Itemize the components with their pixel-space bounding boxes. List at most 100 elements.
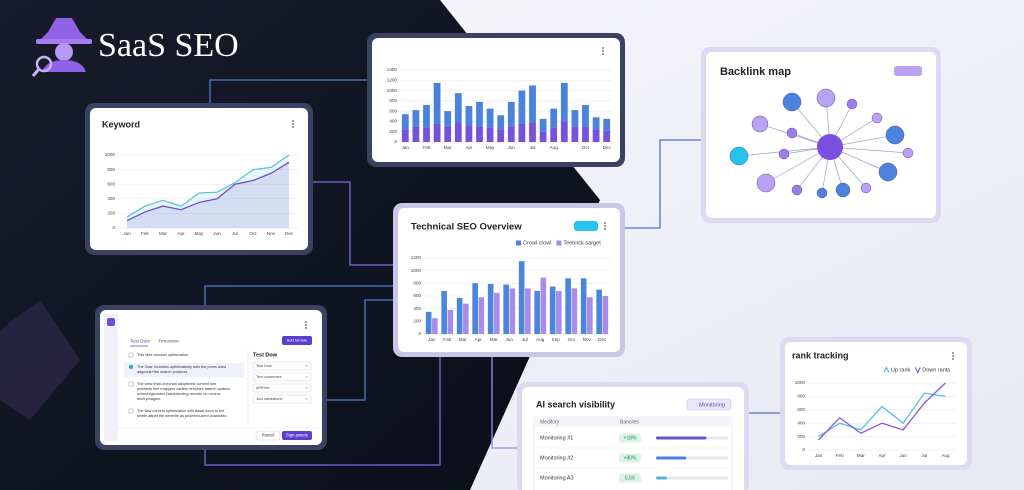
bar-segment bbox=[401, 114, 409, 130]
x-tick-label: Jul bbox=[530, 145, 536, 150]
action-button[interactable] bbox=[255, 430, 281, 441]
task-text: The siew testo chechan adoptinest coment… bbox=[137, 382, 216, 386]
bar-segment bbox=[476, 126, 483, 142]
network-node bbox=[751, 115, 769, 133]
action-button[interactable] bbox=[282, 431, 312, 440]
y-tick-label: 1400 bbox=[387, 67, 398, 72]
bar-segment bbox=[444, 111, 452, 127]
y-tick-label: 400 bbox=[389, 119, 397, 124]
y-tick-label: 800 bbox=[107, 167, 115, 172]
checkbox[interactable] bbox=[128, 381, 134, 387]
y-tick-label: 1200 bbox=[387, 78, 398, 83]
bar-segment bbox=[486, 127, 494, 142]
checkbox[interactable] bbox=[128, 352, 134, 358]
x-tick-label: Dec bbox=[598, 337, 607, 342]
bar bbox=[534, 290, 540, 334]
bar bbox=[478, 297, 485, 334]
chevron bbox=[304, 397, 309, 400]
legend-arrow bbox=[883, 366, 890, 373]
y-tick-label: 200 bbox=[413, 319, 421, 324]
bar bbox=[503, 284, 509, 334]
tab[interactable]: Test Dow bbox=[130, 338, 150, 344]
bar bbox=[596, 289, 602, 334]
y-tick-label: 600 bbox=[797, 407, 805, 412]
checkbox[interactable] bbox=[128, 408, 134, 414]
bar-segment bbox=[582, 126, 589, 142]
x-tick-label: Jul bbox=[232, 231, 238, 236]
row-name: Monitoring #2 bbox=[540, 455, 573, 461]
bar-segment bbox=[550, 127, 558, 142]
bar-segment bbox=[412, 110, 420, 127]
radio bbox=[128, 364, 134, 370]
chevron bbox=[304, 386, 309, 389]
bar-segment bbox=[560, 121, 568, 142]
area bbox=[127, 162, 289, 228]
bar-segment bbox=[433, 82, 441, 124]
select-field[interactable] bbox=[252, 394, 312, 404]
bar-segment bbox=[518, 90, 526, 124]
network-node bbox=[846, 98, 858, 110]
chevron bbox=[304, 375, 309, 378]
x-tick-label: Mar bbox=[857, 453, 865, 458]
monitor-badge[interactable] bbox=[686, 398, 732, 411]
x-tick-label: Feb bbox=[141, 231, 149, 236]
tab[interactable]: Trmoview bbox=[158, 338, 179, 344]
bar bbox=[425, 311, 432, 334]
x-tick-label: Oct bbox=[582, 145, 590, 150]
field-label: APIFine bbox=[256, 386, 270, 390]
progress-track bbox=[656, 476, 728, 480]
y-tick-label: 800 bbox=[413, 281, 421, 286]
x-tick-label: Aug bbox=[550, 145, 559, 150]
badge-text: Monitoring bbox=[699, 402, 725, 408]
line bbox=[818, 392, 946, 438]
bar-segment bbox=[560, 82, 568, 122]
x-tick-label: Aug bbox=[536, 337, 545, 342]
change-text: +80% bbox=[624, 455, 637, 461]
bar bbox=[525, 288, 531, 334]
bar bbox=[494, 292, 500, 334]
select-field[interactable] bbox=[252, 361, 312, 371]
y-tick-label: 600 bbox=[413, 293, 421, 298]
y-tick-label: 400 bbox=[413, 306, 421, 311]
y-tick-label: 0 bbox=[112, 225, 115, 230]
bar-segment bbox=[423, 104, 430, 128]
menu-dots[interactable] bbox=[292, 47, 954, 360]
x-tick-label: Apr bbox=[465, 145, 473, 150]
bar-segment bbox=[401, 129, 409, 142]
network-node bbox=[902, 147, 914, 159]
x-tick-label: Jan bbox=[428, 337, 436, 342]
y-tick-label: 0 bbox=[418, 331, 421, 336]
network-node bbox=[885, 125, 905, 145]
select-field[interactable] bbox=[252, 383, 312, 393]
bar-segment bbox=[539, 131, 547, 142]
task-text: adgoods+the search products. bbox=[137, 370, 188, 374]
bar-segment bbox=[571, 110, 579, 127]
bar-segment bbox=[539, 118, 547, 132]
y-tick-label: 400 bbox=[797, 420, 805, 425]
line bbox=[818, 382, 946, 441]
bar-segment bbox=[529, 122, 536, 142]
legend-arrow bbox=[914, 367, 921, 374]
change-badge bbox=[619, 453, 641, 463]
field-label: Text conneotes bbox=[256, 375, 282, 379]
task-panel: Test Dow Trmoview Add toroete This idea dom… bbox=[118, 336, 320, 441]
action-label: Sign pasets bbox=[286, 433, 308, 438]
bar bbox=[441, 290, 447, 334]
legend-label: Up rank bbox=[891, 367, 911, 373]
bar-segment bbox=[465, 125, 473, 142]
x-tick-label: Jun bbox=[899, 453, 907, 458]
progress-fill bbox=[656, 476, 667, 480]
x-tick-label: Jun bbox=[506, 337, 514, 342]
y-tick-label: 1000 bbox=[387, 88, 398, 93]
y-tick-label: 600 bbox=[107, 181, 115, 186]
x-tick-label: Aug bbox=[941, 453, 950, 458]
primary-button[interactable] bbox=[282, 336, 312, 345]
bar-segment bbox=[518, 124, 526, 142]
select-field[interactable] bbox=[252, 372, 312, 382]
x-tick-label: Fab bbox=[443, 337, 451, 342]
x-tick-label: Sep bbox=[552, 337, 561, 342]
x-tick-label: Jan bbox=[815, 453, 823, 458]
chart-title: Keyword bbox=[102, 119, 140, 129]
network-node bbox=[729, 146, 749, 166]
